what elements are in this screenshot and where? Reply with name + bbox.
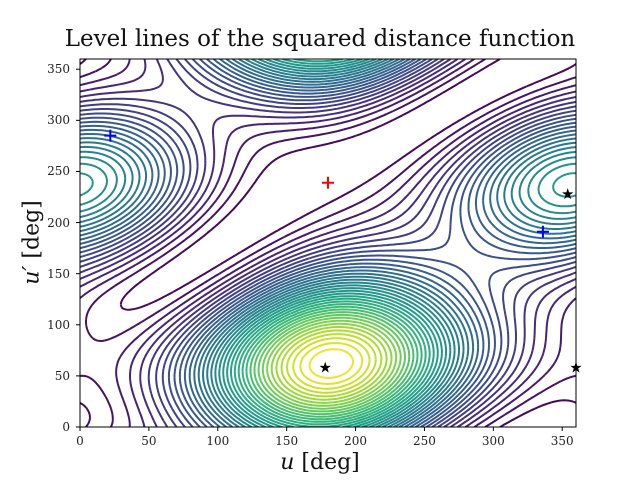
y-axis-unit: [deg] xyxy=(19,200,45,266)
x-tick-label: 300 xyxy=(481,434,505,448)
min-plus-marker xyxy=(536,225,549,238)
y-tick-label: 0 xyxy=(62,420,70,434)
x-axis-unit: [deg] xyxy=(294,450,360,475)
contour-level xyxy=(80,59,576,427)
max-plus-marker xyxy=(322,176,334,189)
contour-level xyxy=(299,342,364,385)
contour-level xyxy=(80,59,576,427)
axis-ticks xyxy=(76,68,563,431)
contour-level xyxy=(270,322,393,404)
min-plus-marker xyxy=(104,129,117,142)
contour-level xyxy=(280,329,383,398)
x-tick-label: 0 xyxy=(76,434,84,448)
x-tick-label: 50 xyxy=(141,434,157,448)
y-tick-label: 100 xyxy=(47,317,70,332)
contour-level xyxy=(80,59,576,427)
contour-level xyxy=(80,59,576,427)
contour-level xyxy=(245,305,419,421)
contour-level xyxy=(80,59,576,427)
contour-level xyxy=(80,59,576,427)
chart-title: Level lines of the squared distance func… xyxy=(64,26,576,52)
x-tick-label: 200 xyxy=(344,434,367,448)
contour-level xyxy=(266,319,398,407)
y-tick-label: 250 xyxy=(47,164,70,179)
contour-level xyxy=(80,59,576,427)
x-tick-label: 100 xyxy=(206,434,230,448)
contour-level xyxy=(308,348,354,379)
contour-level xyxy=(257,313,406,413)
x-tick-label: 150 xyxy=(275,434,299,448)
contour-level xyxy=(80,59,576,427)
contour-level xyxy=(253,311,411,416)
y-tick-label: 200 xyxy=(47,215,70,230)
x-tick-label: 250 xyxy=(412,434,436,448)
contour-level xyxy=(292,337,371,390)
contour-level xyxy=(233,297,431,427)
y-axis-label: u′ [deg] xyxy=(20,193,45,293)
contour-level xyxy=(80,59,576,427)
contour-level xyxy=(237,300,427,426)
contour-level xyxy=(80,59,576,427)
y-tick-label: 300 xyxy=(47,113,70,128)
y-tick-label: 50 xyxy=(54,368,70,383)
contour-lines xyxy=(80,59,576,427)
contour-level xyxy=(261,316,402,410)
contour-level xyxy=(275,326,388,401)
contour-level xyxy=(286,333,377,394)
x-axis-label: u [deg] xyxy=(0,450,640,475)
contour-level xyxy=(80,59,576,427)
contour-level xyxy=(80,59,576,427)
contour-level xyxy=(80,59,576,427)
y-tick-label: 150 xyxy=(47,266,70,281)
contour-level xyxy=(241,303,423,423)
contour-level xyxy=(80,59,576,427)
y-tick-label: 350 xyxy=(47,62,70,77)
contour-level xyxy=(80,59,576,427)
contour-level xyxy=(80,59,576,427)
y-axis-var: u′ xyxy=(19,265,45,285)
x-axis-var: u xyxy=(280,450,295,475)
contour-level xyxy=(80,59,576,427)
contour-level xyxy=(230,59,435,427)
saddle-star-marker: ★ xyxy=(319,359,332,377)
contour-level xyxy=(249,308,415,418)
contour-level xyxy=(80,59,576,427)
contour-level xyxy=(80,59,576,427)
x-tick-label: 350 xyxy=(550,434,574,448)
saddle-star-marker: ★ xyxy=(561,185,574,203)
contour-level xyxy=(80,59,576,427)
axes-frame xyxy=(79,58,577,428)
contour-level xyxy=(226,59,439,427)
